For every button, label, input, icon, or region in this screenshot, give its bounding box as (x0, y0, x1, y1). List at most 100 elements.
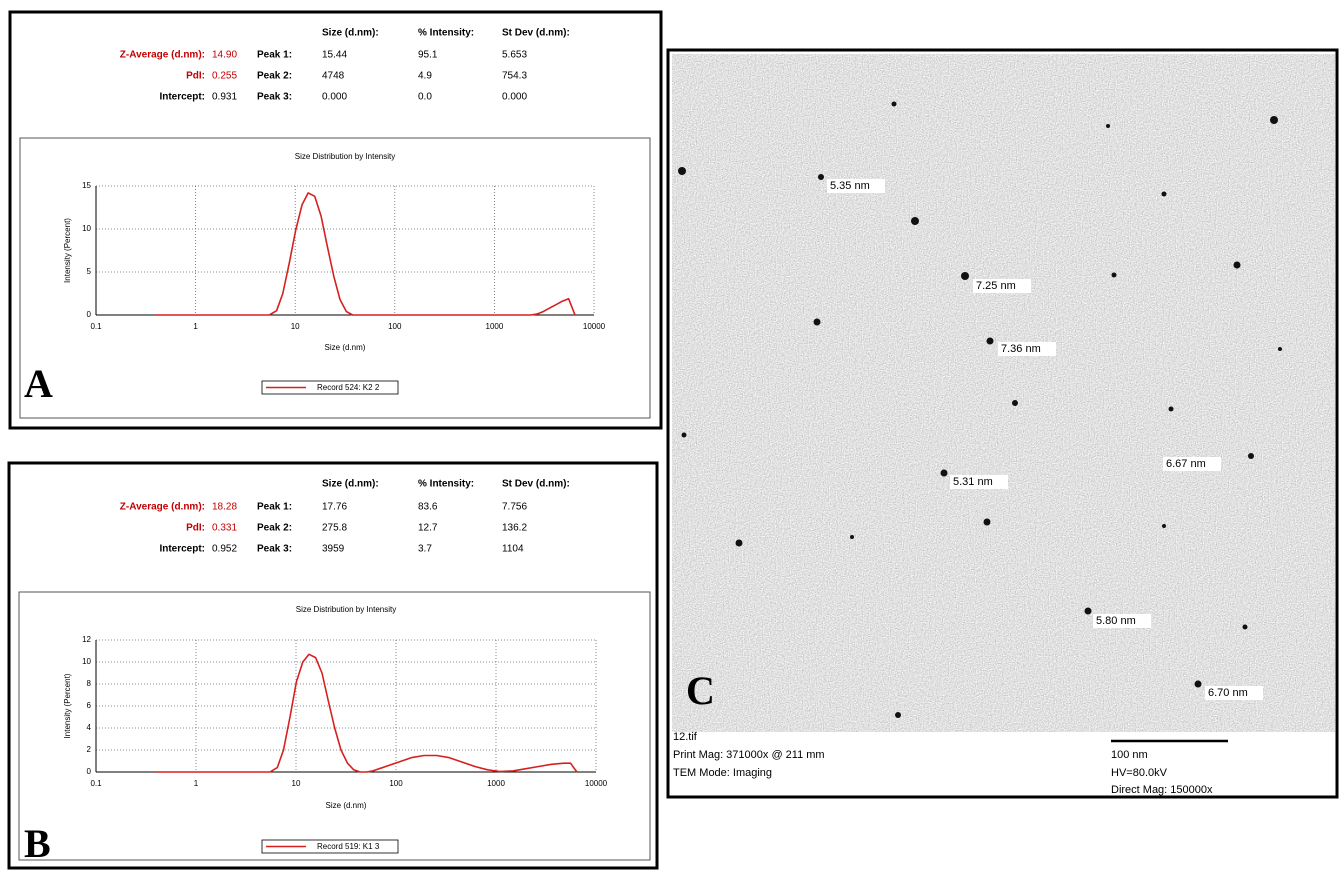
x-axis-label: Size (d.nm) (325, 343, 366, 352)
y-tick-label: 6 (87, 701, 92, 710)
peak-cell: 83.6 (418, 502, 438, 513)
x-tick-label: 10 (292, 779, 301, 788)
peak-name: Peak 1: (257, 502, 292, 513)
y-axis-label: Intensity (Percent) (63, 218, 72, 283)
series-line (156, 192, 576, 316)
x-tick-label: 100 (388, 322, 402, 331)
peak-name: Peak 3: (257, 544, 292, 555)
peak-name: Peak 1: (257, 50, 292, 61)
size-label: 6.70 nm (1208, 687, 1248, 699)
caption-print-mag: Print Mag: 371000x @ 211 mm (673, 749, 825, 761)
column-header: St Dev (d.nm): (502, 479, 570, 490)
peak-cell: 1104 (502, 544, 524, 555)
y-tick-label: 0 (87, 767, 92, 776)
column-header: St Dev (d.nm): (502, 28, 570, 39)
y-tick-label: 8 (87, 679, 92, 688)
x-tick-label: 10000 (583, 322, 606, 331)
y-tick-label: 10 (82, 657, 91, 666)
size-label: 5.80 nm (1096, 615, 1136, 627)
row-value: 18.28 (212, 502, 237, 513)
size-annotations: 5.35 nm 7.25 nm 7.36 nm 5.31 nm 6.67 nm … (827, 179, 1263, 700)
peak-cell: 754.3 (502, 71, 527, 82)
peak-name: Peak 2: (257, 71, 292, 82)
legend-label: Record 519: K1 3 (317, 842, 380, 851)
size-label: 7.36 nm (1001, 343, 1041, 355)
caption-hv: HV=80.0kV (1111, 767, 1168, 779)
tem-caption: 12.tif Print Mag: 371000x @ 211 mm TEM M… (673, 731, 1228, 796)
peak-cell: 0.000 (322, 92, 347, 103)
panel-label: B (24, 821, 51, 866)
row-name: Z-Average (d.nm): (120, 50, 205, 61)
column-header: % Intensity: (418, 28, 474, 39)
x-tick-label: 1 (193, 322, 198, 331)
x-tick-label: 1 (194, 779, 199, 788)
peak-cell: 4.9 (418, 71, 432, 82)
particles (678, 101, 1282, 718)
tem-panel: 5.35 nm 7.25 nm 7.36 nm 5.31 nm 6.67 nm … (666, 48, 1339, 799)
row-value: 0.331 (212, 523, 237, 534)
x-axis-label: Size (d.nm) (326, 801, 367, 810)
y-axis-label: Intensity (Percent) (63, 673, 72, 738)
row-value: 0.255 (212, 71, 237, 82)
peak-cell: 0.0 (418, 92, 432, 103)
x-tick-label: 10000 (585, 779, 608, 788)
x-tick-label: 100 (389, 779, 403, 788)
size-label: 5.31 nm (953, 476, 993, 488)
row-name: Intercept: (159, 544, 205, 555)
peak-cell: 275.8 (322, 523, 347, 534)
panel-label: A (24, 361, 53, 406)
panel-frame (8, 10, 663, 430)
y-tick-label: 10 (82, 224, 91, 233)
column-header: % Intensity: (418, 479, 474, 490)
caption-mode: TEM Mode: Imaging (673, 767, 772, 779)
peak-cell: 12.7 (418, 523, 438, 534)
caption-scale: 100 nm (1111, 749, 1148, 761)
legend-label: Record 524: K2 2 (317, 383, 380, 392)
tem-image (672, 54, 1335, 732)
peak-name: Peak 2: (257, 523, 292, 534)
x-tick-label: 10 (291, 322, 300, 331)
chart-title: Size Distribution by Intensity (295, 152, 396, 161)
peak-cell: 17.76 (322, 502, 347, 513)
panel-label: C (686, 668, 715, 713)
row-value: 14.90 (212, 50, 237, 61)
y-tick-label: 2 (87, 745, 92, 754)
caption-file: 12.tif (673, 731, 698, 743)
legend-box (261, 380, 399, 395)
row-name: PdI: (186, 71, 205, 82)
x-tick-label: 1000 (487, 779, 505, 788)
x-tick-label: 0.1 (90, 322, 102, 331)
row-name: PdI: (186, 523, 205, 534)
chart-frame (18, 591, 651, 861)
peak-cell: 7.756 (502, 502, 527, 513)
peak-cell: 3959 (322, 544, 345, 555)
size-label: 6.67 nm (1166, 458, 1206, 470)
caption-direct-mag: Direct Mag: 150000x (1111, 784, 1213, 796)
peak-name: Peak 3: (257, 92, 292, 103)
chart-frame (19, 137, 651, 419)
series-line (156, 653, 578, 773)
y-tick-label: 12 (82, 635, 91, 644)
row-name: Z-Average (d.nm): (120, 502, 205, 513)
peak-cell: 3.7 (418, 544, 432, 555)
peak-cell: 0.000 (502, 92, 527, 103)
peak-cell: 15.44 (322, 50, 347, 61)
x-tick-label: 0.1 (90, 779, 102, 788)
peak-cell: 136.2 (502, 523, 527, 534)
size-label: 5.35 nm (830, 180, 870, 192)
column-header: Size (d.nm): (322, 479, 379, 490)
row-value: 0.952 (212, 544, 237, 555)
chart-title: Size Distribution by Intensity (296, 605, 397, 614)
peak-cell: 4748 (322, 71, 345, 82)
y-tick-label: 15 (82, 181, 91, 190)
y-tick-label: 5 (87, 267, 92, 276)
peak-cell: 95.1 (418, 50, 438, 61)
panel-frame (7, 461, 659, 870)
legend-box (261, 839, 399, 854)
peak-cell: 5.653 (502, 50, 527, 61)
column-header: Size (d.nm): (322, 28, 379, 39)
y-tick-label: 0 (87, 310, 92, 319)
y-tick-label: 4 (87, 723, 92, 732)
size-label: 7.25 nm (976, 280, 1016, 292)
